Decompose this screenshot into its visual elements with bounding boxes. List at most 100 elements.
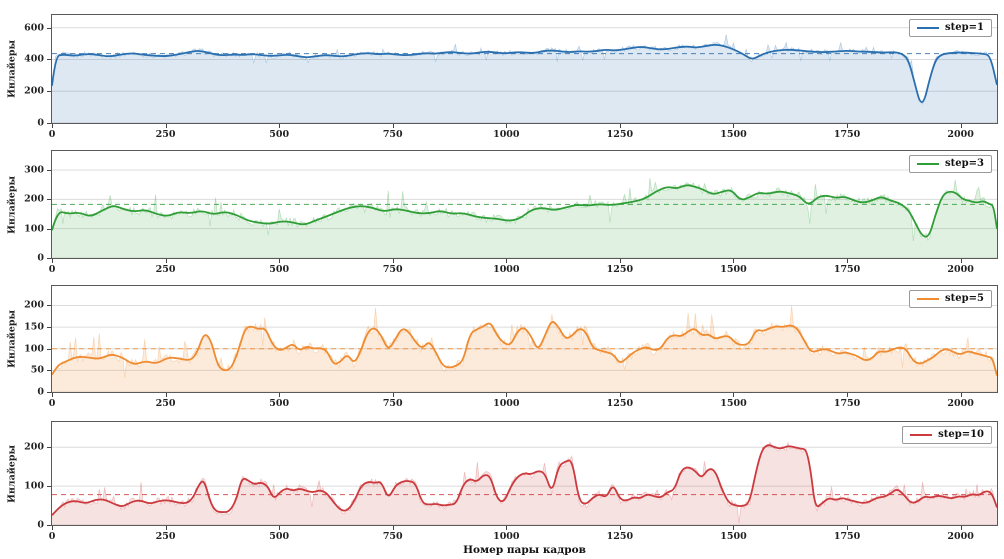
x-tick-label: 1500: [720, 398, 747, 409]
x-tick-label: 0: [48, 398, 56, 409]
smoothed-series-line: [52, 321, 997, 376]
legend-line-swatch: [917, 27, 940, 29]
y-tick-mark: [47, 199, 51, 201]
legend-line-swatch: [917, 163, 940, 165]
y-tick-label: 200: [24, 299, 44, 311]
legend-step-3: step=3: [909, 155, 992, 173]
x-tick-mark: [506, 393, 508, 397]
y-tick-mark: [47, 392, 51, 393]
smoothed-series-line: [52, 444, 997, 516]
x-tick-label: 750: [382, 531, 403, 542]
panel-step-10: step=10: [51, 421, 998, 526]
x-tick-label: 500: [269, 531, 290, 542]
x-tick-label: 1250: [606, 264, 634, 275]
x-tick-mark: [733, 124, 735, 128]
x-tick-mark: [52, 259, 53, 263]
x-tick-mark: [279, 526, 281, 530]
x-tick-label: 1750: [833, 129, 861, 140]
x-tick-label: 2000: [947, 398, 974, 409]
y-tick-label: 0: [37, 519, 44, 531]
x-tick-mark: [392, 526, 394, 530]
y-tick-label: 200: [24, 85, 44, 97]
x-tick-label: 1750: [833, 398, 861, 409]
x-tick-mark: [733, 259, 735, 263]
x-tick-label: 500: [269, 264, 290, 275]
y-tick-label: 600: [24, 22, 44, 34]
y-axis-label-step-1: Инлайеры: [6, 39, 18, 99]
y-tick-mark: [47, 305, 51, 307]
x-tick-mark: [392, 259, 394, 263]
smoothed-series-line: [52, 184, 997, 238]
y-tick-label: 0: [37, 386, 44, 398]
y-tick-mark: [47, 327, 51, 329]
legend-step-1: step=1: [909, 19, 992, 37]
x-tick-label: 1500: [720, 531, 747, 542]
panel-step-1: step=1: [51, 14, 998, 124]
x-tick-label: 500: [269, 129, 290, 140]
legend-label: step=1: [945, 22, 984, 33]
chart-area-step-5: [52, 304, 997, 392]
x-axis-label: Номер пары кадров: [463, 544, 586, 556]
legend-label: step=3: [945, 158, 984, 169]
x-tick-label: 2000: [947, 129, 974, 140]
x-tick-mark: [506, 259, 508, 263]
x-tick-label: 1000: [493, 264, 520, 275]
y-tick-label: 0: [37, 117, 44, 129]
x-tick-label: 500: [269, 398, 290, 409]
x-tick-mark: [52, 124, 53, 128]
x-tick-label: 1500: [720, 264, 747, 275]
y-tick-mark: [47, 370, 51, 372]
y-axis-label-step-5: Инлайеры: [6, 309, 18, 369]
y-tick-mark: [47, 348, 51, 350]
legend-step-5: step=5: [909, 290, 992, 308]
x-tick-mark: [619, 393, 621, 397]
x-tick-mark: [52, 526, 53, 530]
area-fill: [52, 34, 997, 123]
chart-area-step-1: [52, 27, 997, 123]
x-tick-mark: [847, 393, 849, 397]
y-tick-label: 150: [24, 321, 44, 333]
legend-line-swatch: [910, 434, 933, 436]
x-tick-label: 0: [48, 264, 56, 275]
y-tick-label: 100: [24, 343, 44, 355]
x-tick-label: 1000: [493, 531, 520, 542]
x-tick-mark: [960, 124, 962, 128]
y-tick-mark: [47, 59, 51, 61]
x-tick-label: 0: [48, 531, 56, 542]
x-tick-mark: [392, 124, 394, 128]
x-tick-mark: [506, 124, 508, 128]
x-tick-label: 1000: [493, 129, 520, 140]
x-tick-mark: [847, 526, 849, 530]
y-tick-label: 200: [24, 441, 44, 453]
x-tick-label: 2000: [947, 531, 974, 542]
x-tick-mark: [392, 393, 394, 397]
x-tick-mark: [619, 124, 621, 128]
x-tick-label: 250: [155, 531, 176, 542]
x-tick-mark: [165, 393, 167, 397]
x-tick-mark: [279, 124, 281, 128]
x-tick-mark: [165, 259, 167, 263]
panel-step-5: step=5: [51, 285, 998, 393]
y-tick-label: 100: [24, 223, 44, 235]
y-tick-label: 0: [37, 252, 44, 264]
x-tick-label: 1750: [833, 531, 861, 542]
y-tick-mark: [47, 486, 51, 488]
y-tick-label: 100: [24, 480, 44, 492]
legend-label: step=5: [945, 293, 984, 304]
x-tick-label: 1250: [606, 398, 634, 409]
x-tick-label: 250: [155, 264, 176, 275]
legend-label: step=10: [938, 429, 984, 440]
x-tick-mark: [847, 259, 849, 263]
x-tick-label: 750: [382, 398, 403, 409]
x-tick-mark: [619, 526, 621, 530]
smoothed-series-line: [52, 43, 997, 103]
y-axis-label-step-3: Инлайеры: [6, 175, 18, 234]
x-tick-label: 1000: [493, 398, 520, 409]
x-tick-mark: [847, 124, 849, 128]
chart-area-step-3: [52, 169, 997, 258]
x-tick-mark: [733, 526, 735, 530]
x-tick-label: 250: [155, 129, 176, 140]
y-tick-mark: [47, 258, 51, 259]
x-tick-label: 1250: [606, 531, 634, 542]
x-tick-mark: [960, 393, 962, 397]
